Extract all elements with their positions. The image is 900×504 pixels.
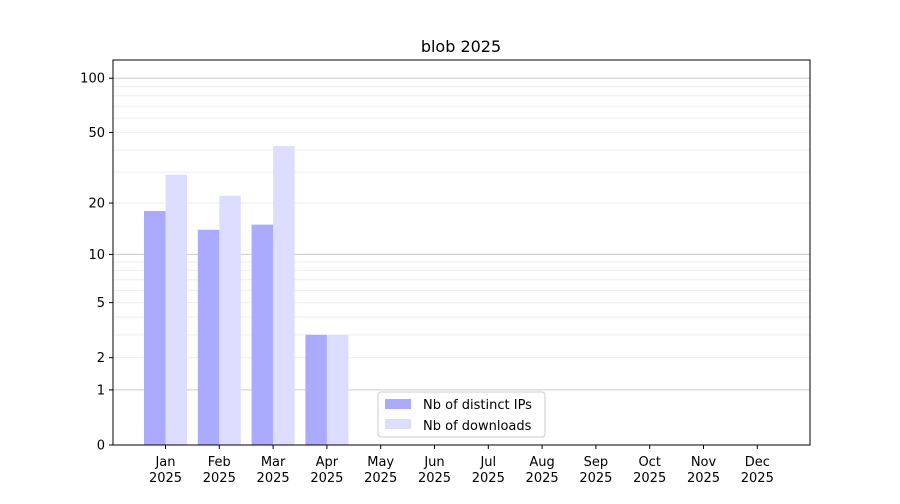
- bar-ips: [251, 224, 274, 445]
- bar-downloads: [273, 146, 295, 446]
- y-axis: 0 1 2 5 10 20 50 100: [80, 72, 113, 454]
- plot-frame: [112, 59, 811, 446]
- y-tick-label: 20: [88, 197, 105, 212]
- x-tick-label: May 2025: [364, 455, 397, 486]
- legend: Nb of distinct IPs Nb of downloads: [377, 391, 546, 438]
- y-tick-label: 5: [97, 296, 105, 311]
- x-tick-label: Feb 2025: [203, 455, 236, 486]
- legend-swatch-downloads: [385, 419, 411, 429]
- x-tick-label: Sep 2025: [579, 455, 612, 486]
- x-tick-label: Nov 2025: [687, 455, 720, 486]
- legend-label-ips: Nb of distinct IPs: [423, 398, 532, 413]
- x-tick-label: Jun 2025: [418, 455, 451, 486]
- bar-downloads: [219, 195, 241, 445]
- x-tick-label: Apr 2025: [310, 455, 343, 486]
- bar-ips: [144, 210, 166, 445]
- y-tick-label: 2: [97, 351, 105, 366]
- y-tick-label: 10: [88, 248, 105, 263]
- x-tick-label: Jul 2025: [472, 455, 505, 486]
- y-tick-label: 1: [97, 383, 105, 398]
- x-tick-label: Dec 2025: [741, 455, 774, 486]
- x-axis: Jan 2025 Feb 2025 Mar 2025 Apr 2025 May 2025 Jun 20…: [149, 445, 774, 486]
- bar-ips: [197, 229, 220, 445]
- bar-downloads: [165, 174, 187, 445]
- legend-swatch-ips: [385, 399, 411, 409]
- bars: [144, 146, 349, 446]
- legend-label-downloads: Nb of downloads: [423, 419, 532, 434]
- chart-title: blob 2025: [421, 37, 501, 56]
- x-tick-label: Jan 2025: [149, 455, 182, 486]
- x-tick-label: Mar 2025: [257, 455, 290, 486]
- y-tick-label: 100: [80, 72, 105, 87]
- legend-box: [377, 391, 546, 438]
- y-tick-label: 50: [88, 126, 105, 141]
- x-tick-label: Aug 2025: [526, 455, 559, 486]
- bar-ips: [305, 334, 327, 445]
- bar-downloads: [326, 334, 349, 445]
- y-tick-label: 0: [97, 439, 105, 454]
- x-tick-label: Oct 2025: [633, 455, 666, 486]
